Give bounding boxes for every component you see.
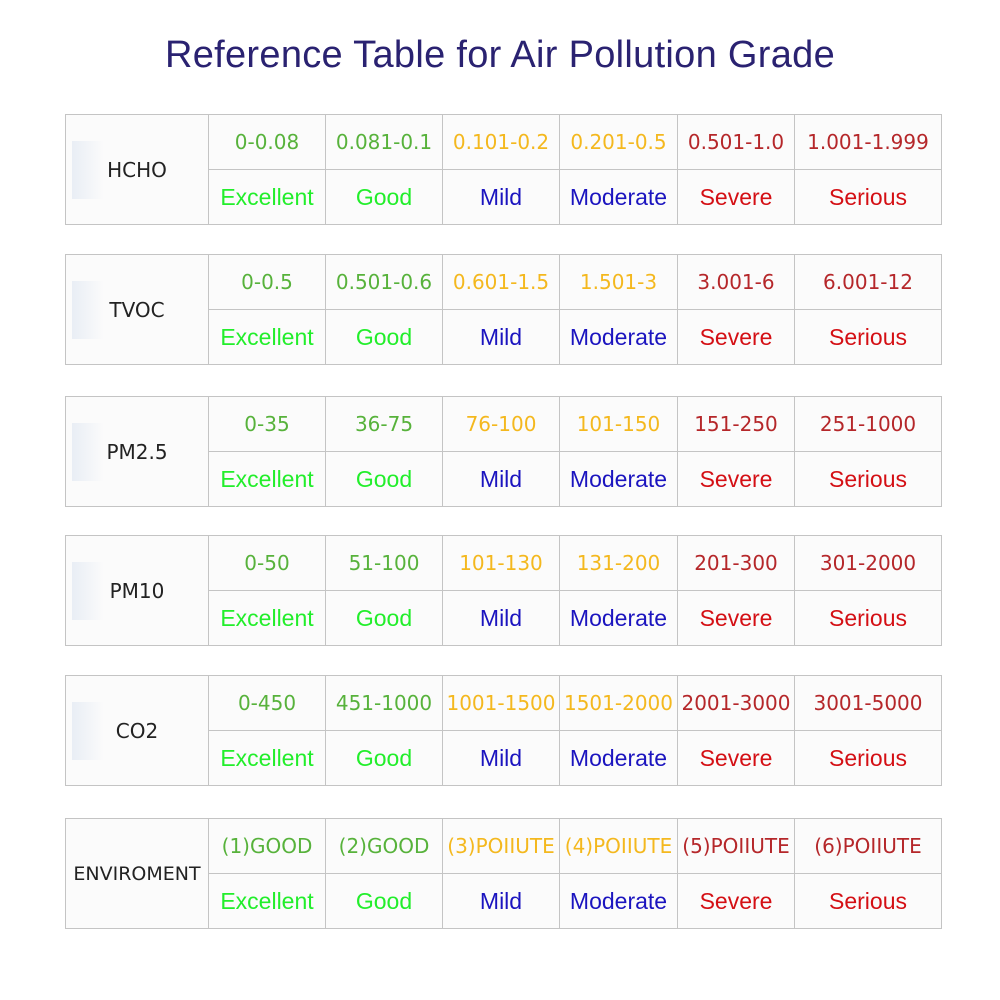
grade-moderate: Moderate bbox=[559, 873, 678, 929]
grade-table-tvoc: TVOC 0-0.5 0.501-0.6 0.601-1.5 1.501-3 3… bbox=[65, 254, 942, 365]
range-cell-excellent: 0-35 bbox=[208, 396, 326, 452]
grade-good: Good bbox=[325, 309, 443, 365]
grade-mild: Mild bbox=[442, 730, 560, 786]
range-cell-mild: 0.101-0.2 bbox=[442, 114, 560, 170]
grade-serious: Serious bbox=[794, 451, 942, 507]
grade-moderate: Moderate bbox=[559, 451, 678, 507]
page-title: Reference Table for Air Pollution Grade bbox=[164, 34, 836, 76]
range-cell-moderate: 101-150 bbox=[559, 396, 678, 452]
grade-serious: Serious bbox=[794, 590, 942, 646]
grade-table-pm10: PM10 0-50 51-100 101-130 131-200 201-300… bbox=[65, 535, 942, 646]
range-cell-excellent: 0-50 bbox=[208, 535, 326, 591]
grade-good: Good bbox=[325, 730, 443, 786]
grade-table-co2: CO2 0-450 451-1000 1001-1500 1501-2000 2… bbox=[65, 675, 942, 786]
range-cell-excellent: (1)GOOD bbox=[208, 818, 326, 874]
pollutant-name: CO2 bbox=[65, 675, 209, 786]
grade-severe: Severe bbox=[677, 309, 795, 365]
range-cell-serious: (6)POIIUTE bbox=[794, 818, 942, 874]
range-cell-mild: 1001-1500 bbox=[442, 675, 560, 731]
grade-excellent: Excellent bbox=[208, 873, 326, 929]
grade-mild: Mild bbox=[442, 590, 560, 646]
range-cell-moderate: 0.201-0.5 bbox=[559, 114, 678, 170]
range-cell-good: 0.081-0.1 bbox=[325, 114, 443, 170]
range-cell-mild: (3)POIIUTE bbox=[442, 818, 560, 874]
grade-severe: Severe bbox=[677, 169, 795, 225]
grade-mild: Mild bbox=[442, 169, 560, 225]
grade-severe: Severe bbox=[677, 590, 795, 646]
grade-serious: Serious bbox=[794, 873, 942, 929]
range-cell-good: (2)GOOD bbox=[325, 818, 443, 874]
grade-mild: Mild bbox=[442, 873, 560, 929]
grade-excellent: Excellent bbox=[208, 730, 326, 786]
range-cell-severe: 151-250 bbox=[677, 396, 795, 452]
grade-excellent: Excellent bbox=[208, 169, 326, 225]
grade-serious: Serious bbox=[794, 730, 942, 786]
grade-good: Good bbox=[325, 169, 443, 225]
range-cell-severe: 3.001-6 bbox=[677, 254, 795, 310]
range-cell-mild: 0.601-1.5 bbox=[442, 254, 560, 310]
range-cell-excellent: 0-0.5 bbox=[208, 254, 326, 310]
grade-mild: Mild bbox=[442, 309, 560, 365]
grade-excellent: Excellent bbox=[208, 590, 326, 646]
grade-moderate: Moderate bbox=[559, 730, 678, 786]
range-cell-moderate: 1501-2000 bbox=[559, 675, 678, 731]
range-cell-mild: 101-130 bbox=[442, 535, 560, 591]
range-cell-serious: 1.001-1.999 bbox=[794, 114, 942, 170]
grade-good: Good bbox=[325, 451, 443, 507]
grade-excellent: Excellent bbox=[208, 451, 326, 507]
range-cell-moderate: 131-200 bbox=[559, 535, 678, 591]
range-cell-serious: 251-1000 bbox=[794, 396, 942, 452]
pollutant-name: PM10 bbox=[65, 535, 209, 646]
range-cell-severe: 201-300 bbox=[677, 535, 795, 591]
range-cell-good: 0.501-0.6 bbox=[325, 254, 443, 310]
grade-severe: Severe bbox=[677, 873, 795, 929]
grade-moderate: Moderate bbox=[559, 169, 678, 225]
grade-moderate: Moderate bbox=[559, 590, 678, 646]
range-cell-serious: 3001-5000 bbox=[794, 675, 942, 731]
grade-serious: Serious bbox=[794, 169, 942, 225]
grade-severe: Severe bbox=[677, 451, 795, 507]
grade-serious: Serious bbox=[794, 309, 942, 365]
grade-good: Good bbox=[325, 873, 443, 929]
grade-mild: Mild bbox=[442, 451, 560, 507]
grade-table-pm25: PM2.5 0-35 36-75 76-100 101-150 151-250 … bbox=[65, 396, 942, 507]
grade-table-hcho: HCHO 0-0.08 0.081-0.1 0.101-0.2 0.201-0.… bbox=[65, 114, 942, 225]
grade-good: Good bbox=[325, 590, 443, 646]
pollutant-name: ENVIROMENT bbox=[65, 818, 209, 929]
grade-severe: Severe bbox=[677, 730, 795, 786]
grade-table-environment: ENVIROMENT (1)GOOD (2)GOOD (3)POIIUTE (4… bbox=[65, 818, 942, 929]
range-cell-mild: 76-100 bbox=[442, 396, 560, 452]
range-cell-good: 36-75 bbox=[325, 396, 443, 452]
pollutant-name: TVOC bbox=[65, 254, 209, 365]
range-cell-good: 451-1000 bbox=[325, 675, 443, 731]
pollutant-name: PM2.5 bbox=[65, 396, 209, 507]
range-cell-moderate: (4)POIIUTE bbox=[559, 818, 678, 874]
grade-moderate: Moderate bbox=[559, 309, 678, 365]
range-cell-excellent: 0-0.08 bbox=[208, 114, 326, 170]
range-cell-serious: 6.001-12 bbox=[794, 254, 942, 310]
pollutant-name: HCHO bbox=[65, 114, 209, 225]
range-cell-moderate: 1.501-3 bbox=[559, 254, 678, 310]
range-cell-severe: 0.501-1.0 bbox=[677, 114, 795, 170]
range-cell-severe: (5)POIIUTE bbox=[677, 818, 795, 874]
grade-excellent: Excellent bbox=[208, 309, 326, 365]
range-cell-excellent: 0-450 bbox=[208, 675, 326, 731]
range-cell-serious: 301-2000 bbox=[794, 535, 942, 591]
range-cell-good: 51-100 bbox=[325, 535, 443, 591]
range-cell-severe: 2001-3000 bbox=[677, 675, 795, 731]
